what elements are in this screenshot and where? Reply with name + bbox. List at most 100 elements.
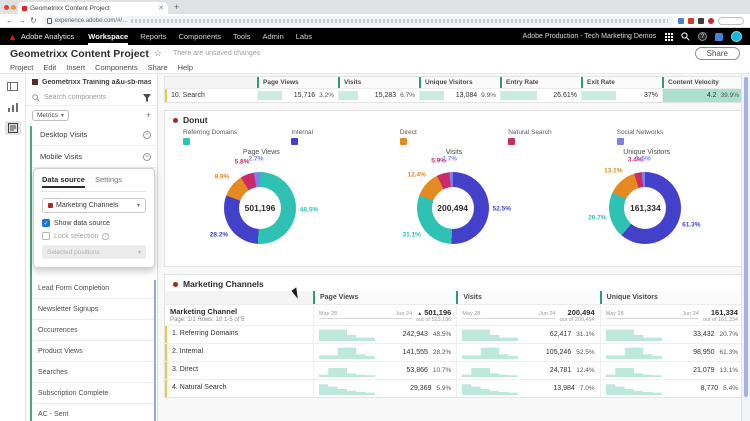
sidebar-metric-item[interactable]: Searches (32, 362, 155, 383)
column-header[interactable]: Unique Visitors (419, 77, 500, 88)
column-header[interactable]: Page Views (313, 291, 457, 304)
sidebar-metric-item[interactable]: Product Views (32, 341, 155, 362)
table-row[interactable]: 3. Direct 53,866 10.7% 24,781 12.4% 21,079 13.… (165, 361, 743, 379)
component-item[interactable]: Desktop Visits = (32, 124, 157, 146)
metric-cell[interactable]: 15,716 3.2% (257, 89, 338, 102)
metric-cell[interactable]: 21,079 13.1% (599, 362, 743, 379)
component-search[interactable]: Search components (26, 90, 157, 106)
page-scrollbar[interactable] (741, 74, 750, 421)
back-button[interactable]: ← (6, 15, 14, 25)
tab-close-icon[interactable]: ✕ (158, 5, 164, 12)
metric-cell[interactable]: 53,866 10.7% (313, 362, 456, 379)
metric-cell[interactable]: 33,432 20.7% (599, 326, 743, 343)
row-label[interactable]: 10. Search (165, 89, 257, 102)
extension-icon-blue[interactable] (678, 17, 684, 24)
metrics-filter-chip[interactable]: Metrics ▾ (32, 109, 69, 121)
donut-block[interactable]: Visits 200,494 52.5% 31.1% 12.4% 5.9% 1.7% (358, 147, 551, 260)
column-header[interactable]: Entry Rate (500, 77, 581, 88)
browser-update-pill[interactable] (718, 16, 744, 25)
notifications-icon[interactable] (715, 32, 723, 41)
new-tab-button[interactable]: + (174, 2, 180, 12)
legend-item[interactable]: Social Networks (616, 129, 725, 145)
column-header[interactable]: Content Velocity (662, 77, 743, 88)
dimension-select[interactable]: Marketing Channels ▾ (42, 198, 146, 213)
search-icon[interactable] (681, 32, 690, 41)
panels-icon[interactable] (5, 79, 21, 93)
app-grid-icon[interactable] (664, 32, 673, 41)
sidebar-scrollbar[interactable] (154, 280, 156, 421)
table-row[interactable]: 4. Natural Search 29,369 5.9% 13,984 7.0% 8,7… (165, 379, 743, 397)
legend-item[interactable]: Internal (291, 129, 399, 145)
lock-selection-row[interactable]: Lock selection i (42, 232, 146, 240)
component-item[interactable]: Mobile Visits = (32, 146, 157, 168)
row-dimension-label[interactable]: 1. Referring Domains (165, 326, 313, 343)
checkbox-checked-icon[interactable]: ✓ (42, 219, 50, 227)
metric-cell[interactable]: 29,369 5.9% (313, 380, 456, 397)
donut-block[interactable]: Page Views 501,196 48.5% 28.2% 9.9% 5.8% 2.7% (165, 147, 358, 260)
menu-insert[interactable]: Insert (66, 63, 86, 72)
metric-cell[interactable]: 105,246 52.5% (456, 344, 599, 361)
org-switcher[interactable]: Adobe Production - Tech Marketing Demos (522, 33, 656, 40)
profile-badge-icon[interactable] (708, 17, 714, 24)
row-dimension-label[interactable]: 3. Direct (165, 362, 313, 379)
marketing-channels-title[interactable]: Marketing Channels (165, 275, 743, 291)
browser-tab[interactable]: Geometrixx Content Project ✕ (18, 2, 168, 14)
metric-cell[interactable]: 62,417 31.1% (456, 326, 599, 343)
metric-cell[interactable]: 24,781 12.4% (456, 362, 599, 379)
table-row[interactable]: 1. Referring Domains 242,943 48.5% 62,417 31… (165, 325, 743, 343)
sidebar-metric-item[interactable]: Newsletter Signups (32, 299, 155, 320)
menu-help[interactable]: Help (177, 63, 194, 72)
column-header[interactable]: Exit Rate (581, 77, 662, 88)
metric-cell[interactable]: 141,555 28.2% (313, 344, 456, 361)
nav-item-admin[interactable]: Admin (262, 32, 284, 41)
report-suite-header[interactable]: Geometrixx Training a&u-sb-master (26, 74, 157, 90)
metric-cell[interactable]: 13,984 7.0% (456, 380, 599, 397)
tab-data-source[interactable]: Data source (42, 175, 85, 188)
menu-share[interactable]: Share (147, 63, 168, 72)
donut-block[interactable]: Unique Visitors 161,334 61.3% 20.7% 13.1% 3.4… (550, 147, 743, 260)
share-button[interactable]: Share (694, 47, 740, 60)
help-icon[interactable]: ? (698, 32, 707, 41)
metric-cell[interactable]: 26.61% (500, 89, 581, 102)
metric-cell[interactable]: 13,084 9.9% (419, 89, 500, 102)
metric-cell[interactable]: 8,770 5.4% (599, 380, 743, 397)
summary-icon[interactable]: = (143, 130, 151, 139)
sidebar-metric-item[interactable]: Lead Form Completion (32, 278, 155, 299)
adobe-logo[interactable]: ▲ (8, 31, 17, 42)
sort-arrow-icon[interactable]: ▲ (417, 310, 423, 317)
column-header[interactable]: Page Views (257, 77, 338, 88)
legend-item[interactable]: Natural Search (508, 129, 616, 145)
column-header[interactable]: Unique Visitors (599, 291, 743, 304)
add-component-button[interactable]: + (145, 110, 151, 120)
menu-edit[interactable]: Edit (43, 63, 57, 72)
extension-icon-red[interactable] (688, 17, 694, 24)
nav-item-reports[interactable]: Reports (140, 32, 167, 41)
components-icon[interactable] (4, 121, 21, 135)
checkbox-unchecked-icon[interactable] (42, 232, 50, 240)
column-header[interactable]: Visits (338, 77, 419, 88)
nav-item-tools[interactable]: Tools (232, 32, 251, 41)
legend-item[interactable]: Referring Domains (183, 129, 291, 145)
menu-components[interactable]: Components (95, 63, 138, 72)
window-dot-amber[interactable] (11, 5, 16, 10)
table-row[interactable]: 2. Internal 141,555 28.2% 105,246 52.5% 98,95… (165, 343, 743, 361)
metric-cell[interactable]: 15,283 6.7% (338, 89, 419, 102)
visualizations-icon[interactable] (5, 100, 21, 114)
nav-item-workspace[interactable]: Workspace (88, 28, 129, 45)
metric-cell[interactable]: 37% (581, 89, 662, 102)
nav-item-components[interactable]: Components (178, 32, 221, 41)
user-avatar[interactable] (731, 31, 742, 42)
donut-panel-title[interactable]: Donut (165, 111, 743, 127)
summary-icon[interactable]: = (143, 152, 151, 161)
metric-cell[interactable]: 242,943 48.5% (313, 326, 456, 343)
metric-cell[interactable]: 4.2 39.9% (662, 89, 743, 102)
menu-project[interactable]: Project (10, 63, 34, 72)
sidebar-metric-item[interactable]: Subscription Complete (32, 383, 155, 404)
window-dot-red[interactable] (4, 5, 9, 10)
dimension-header-cell[interactable]: Marketing Channel Page: 1/1 Rows: 10 1-5 … (165, 305, 313, 325)
sidebar-metric-item[interactable]: AC - Sent (32, 404, 155, 421)
tab-settings[interactable]: Settings (94, 175, 123, 184)
show-data-source-row[interactable]: ✓ Show data source (42, 219, 146, 227)
nav-item-labs[interactable]: Labs (295, 32, 313, 41)
forward-button[interactable]: → (18, 15, 26, 25)
